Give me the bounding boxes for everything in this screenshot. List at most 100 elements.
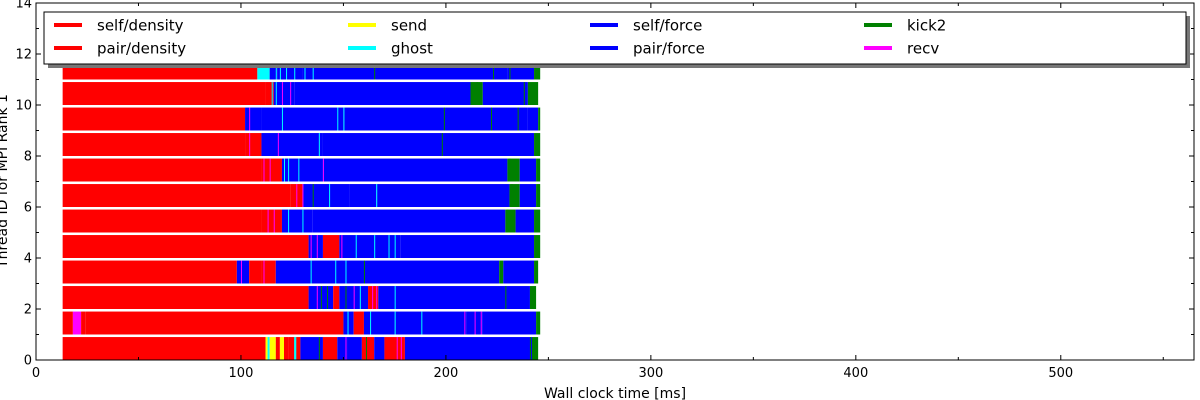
y-tick-label: 12 <box>15 48 32 63</box>
task-segment <box>509 184 520 207</box>
task-segment <box>281 158 323 182</box>
task-segment <box>62 82 266 105</box>
task-accent <box>312 184 314 207</box>
task-segment <box>294 337 297 360</box>
task-accent <box>523 82 525 105</box>
task-segment <box>322 133 535 156</box>
task-accent <box>365 337 367 360</box>
x-tick-label: 400 <box>843 366 868 381</box>
task-segment <box>482 311 537 335</box>
task-accent <box>316 235 318 258</box>
task-segment <box>284 337 289 360</box>
task-segment <box>363 311 395 335</box>
task-accent <box>271 82 273 105</box>
y-tick-label: 0 <box>24 354 32 369</box>
y-tick-label: 4 <box>24 252 32 267</box>
task-segment <box>261 260 276 284</box>
task-segment <box>281 209 313 233</box>
task-segment <box>62 107 246 131</box>
task-accent <box>296 184 298 207</box>
task-accent <box>374 235 376 258</box>
task-accent <box>273 209 275 233</box>
x-tick-label: 0 <box>32 366 40 381</box>
task-segment <box>519 158 537 182</box>
legend-label: self/force <box>633 17 702 35</box>
task-accent <box>286 56 288 80</box>
task-accent <box>337 107 339 131</box>
task-segment <box>534 56 541 80</box>
task-segment <box>308 235 323 258</box>
task-segment <box>275 337 280 360</box>
task-segment <box>265 82 274 105</box>
task-segment <box>275 260 500 284</box>
legend-label: pair/density <box>97 40 186 58</box>
task-accent <box>464 311 466 335</box>
task-accent <box>355 235 357 258</box>
task-segment <box>302 184 350 207</box>
task-accent <box>263 158 265 182</box>
task-segment <box>337 337 348 360</box>
task-accent <box>294 337 296 360</box>
y-tick-label: 14 <box>15 0 32 12</box>
task-accent <box>335 260 337 284</box>
task-segment <box>322 158 508 182</box>
legend-label: pair/force <box>633 40 705 58</box>
legend-label: kick2 <box>907 17 946 35</box>
task-segment <box>333 286 340 309</box>
task-segment <box>531 337 539 360</box>
task-accent <box>275 82 277 105</box>
task-segment <box>279 337 284 360</box>
task-accent <box>310 235 312 258</box>
task-accent <box>284 158 285 182</box>
legend-box <box>43 11 1187 65</box>
x-tick-label: 300 <box>638 366 663 381</box>
task-segment <box>269 337 276 360</box>
task-accent <box>302 209 304 233</box>
task-segment <box>249 260 262 284</box>
task-accent <box>304 56 306 80</box>
task-segment <box>62 184 291 207</box>
task-accent <box>267 209 269 233</box>
task-segment <box>507 158 520 182</box>
task-segment <box>536 184 541 207</box>
task-accent <box>505 286 507 309</box>
task-accent <box>294 56 296 80</box>
legend-label: recv <box>907 40 939 58</box>
task-accent <box>277 133 279 156</box>
legend: self/density pair/density send ghost self/fo… <box>43 11 1190 68</box>
thread-bars <box>62 56 541 360</box>
task-accent <box>370 311 372 335</box>
task-segment <box>62 286 309 309</box>
task-accent <box>493 56 495 80</box>
task-accent <box>376 184 378 207</box>
task-segment <box>361 337 375 360</box>
task-accent <box>443 107 445 131</box>
task-accent <box>269 158 271 182</box>
task-accent <box>312 56 314 80</box>
task-segment <box>322 235 340 258</box>
task-accent <box>343 107 345 131</box>
task-segment <box>534 235 541 258</box>
task-segment <box>368 286 379 309</box>
task-accent <box>376 286 378 309</box>
task-accent <box>240 260 242 284</box>
y-tick-label: 8 <box>24 150 32 165</box>
x-axis-label: Wall clock time [ms] <box>544 386 686 400</box>
task-accent <box>345 337 347 360</box>
task-segment <box>343 311 354 335</box>
task-segment <box>308 286 334 309</box>
task-segment <box>81 311 86 335</box>
task-accent <box>394 235 396 258</box>
task-accent <box>345 260 347 284</box>
task-segment <box>343 107 528 131</box>
task-accent <box>359 286 361 309</box>
task-accent <box>388 235 390 258</box>
task-accent <box>263 260 265 284</box>
task-segment <box>265 337 268 360</box>
task-segment <box>322 337 338 360</box>
task-segment <box>312 209 506 233</box>
task-accent <box>480 311 482 335</box>
task-accent <box>347 311 349 335</box>
task-segment <box>536 158 541 182</box>
